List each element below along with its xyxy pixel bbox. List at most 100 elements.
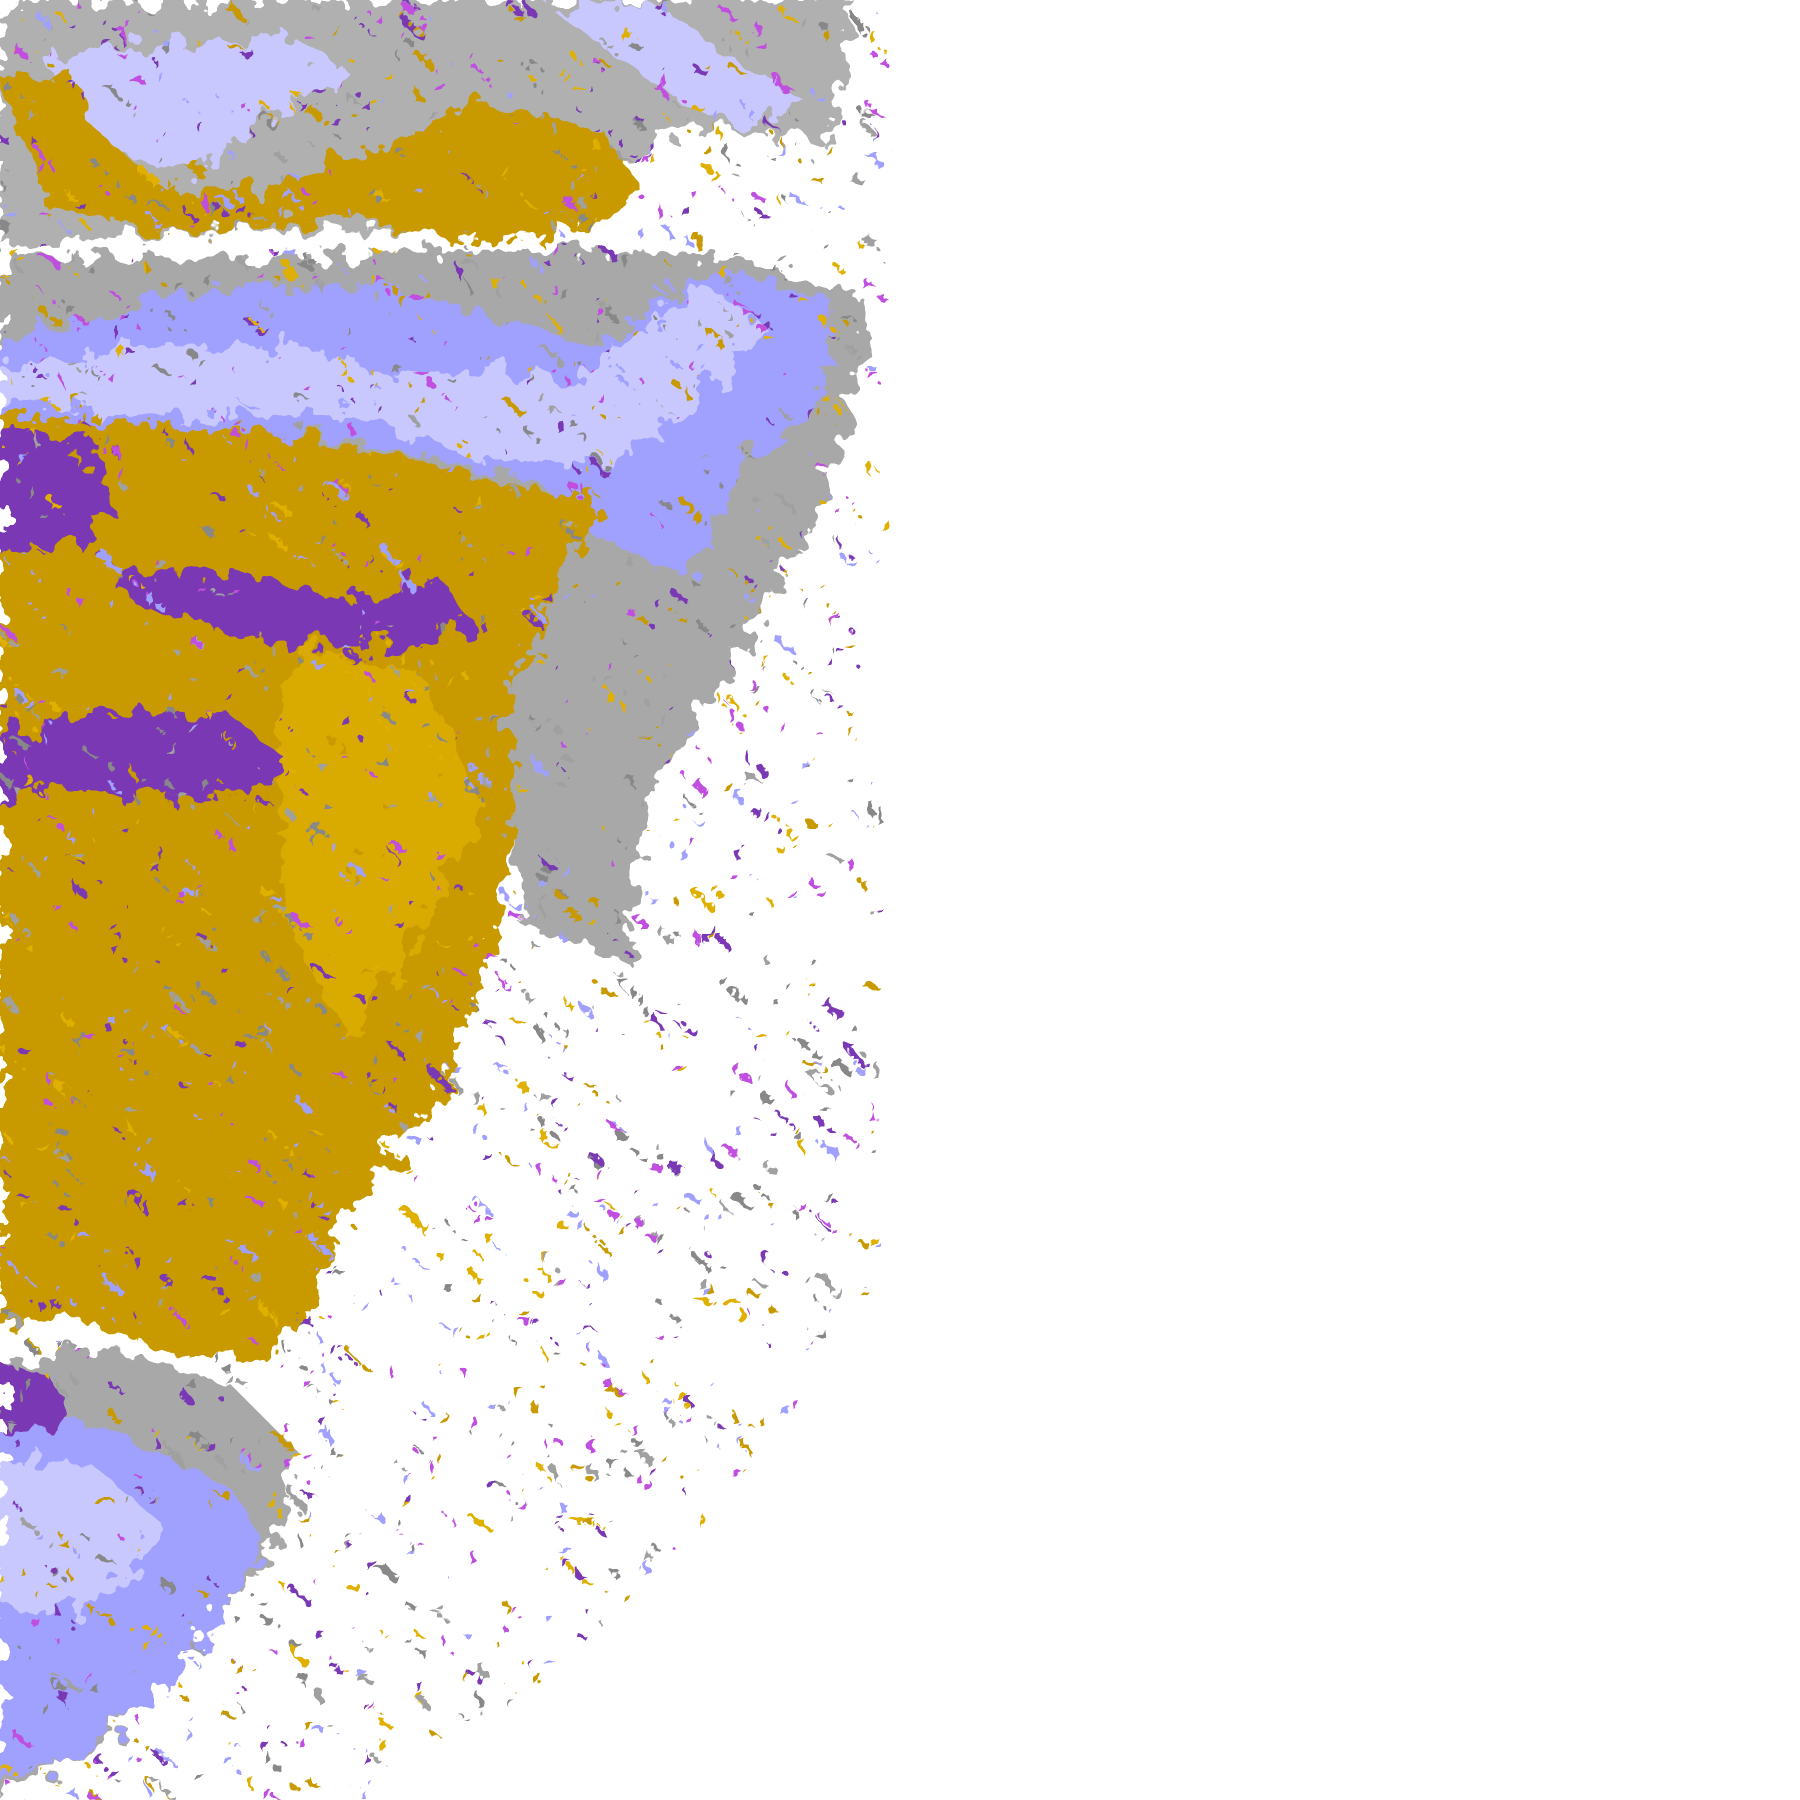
speckle-pixel: [540, 1562, 544, 1566]
speckle-pixel: [384, 72, 392, 79]
speckle-pixel: [731, 475, 736, 479]
speckle-pixel: [809, 1340, 813, 1344]
speckle-pixel: [266, 1619, 275, 1629]
speckle-pixel: [673, 268, 676, 271]
speckle-pixel: [248, 1456, 255, 1462]
speckle-pixel: [358, 625, 362, 629]
speckle-pixel: [870, 49, 878, 57]
speckle-pixel: [803, 152, 807, 155]
speckle-pixel: [483, 949, 492, 958]
speckle-pixel: [809, 1062, 818, 1071]
speckle-pixel: [812, 1284, 819, 1291]
speckle-pixel: [224, 739, 228, 743]
speckle-pixel: [127, 1499, 134, 1506]
speckle-pixel: [740, 587, 747, 595]
speckle-pixel: [612, 1386, 621, 1395]
speckle-pixel: [78, 642, 83, 647]
purple-region-west: [0, 426, 116, 554]
speckle-pixel: [875, 133, 882, 140]
speckle-pixel: [760, 663, 766, 668]
speckle-pixel: [596, 410, 601, 415]
speckle-pixel: [380, 390, 386, 396]
speckle-pixel: [304, 1381, 312, 1389]
speckle-pixel: [343, 363, 347, 368]
speckle-pixel: [799, 1320, 803, 1324]
speckle-pixel: [267, 1312, 275, 1321]
speckle-pixel: [208, 1198, 216, 1206]
speckle-pixel: [300, 1542, 308, 1549]
speckle-pixel: [491, 1483, 499, 1492]
speckle-pixel: [806, 764, 812, 770]
speckle-pixel: [349, 674, 355, 680]
speckle-pixel: [661, 1011, 667, 1017]
speckle-pixel: [675, 1481, 680, 1486]
speckle-pixel: [809, 412, 819, 421]
speckle-pixel: [51, 703, 59, 711]
speckle-pixel: [476, 1252, 481, 1257]
speckle-pixel: [664, 81, 673, 90]
speckle-pixel: [675, 381, 684, 390]
speckle-pixel: [462, 243, 466, 247]
speckle-pixel: [59, 1130, 69, 1140]
speckle-pixel: [388, 606, 392, 609]
speckle-pixel: [122, 95, 127, 100]
speckle-pixel: [474, 1295, 483, 1304]
speckle-pixel: [741, 36, 746, 42]
speckle-pixel: [417, 124, 422, 128]
speckle-pixel: [465, 1426, 469, 1430]
speckle-pixel: [266, 1794, 276, 1800]
speckle-pixel: [436, 1440, 442, 1445]
purple-region-central: [115, 565, 474, 647]
speckle-pixel: [96, 1263, 99, 1266]
speckle-pixel: [842, 208, 847, 213]
speckle-pixel: [760, 536, 766, 542]
speckle-pixel: [425, 281, 430, 286]
speckle-pixel: [727, 1410, 735, 1419]
speckle-pixel: [560, 194, 570, 204]
speckle-pixel: [520, 127, 524, 131]
speckle-pixel: [736, 705, 743, 712]
speckle-pixel: [123, 1540, 128, 1545]
speckle-pixel: [177, 881, 187, 890]
speckle-pixel: [620, 1127, 624, 1131]
speckle-pixel: [249, 1194, 259, 1204]
speckle-pixel: [238, 1380, 247, 1388]
speckle-pixel: [63, 1567, 71, 1575]
speckle-pixel: [600, 396, 607, 404]
speckle-pixel: [826, 1223, 831, 1228]
speckle-pixel: [699, 58, 705, 64]
speckle-pixel: [476, 1332, 484, 1340]
speckle-pixel: [142, 807, 150, 816]
speckle-pixel: [509, 1702, 516, 1709]
speckle-pixel: [57, 911, 61, 914]
speckle-pixel: [199, 126, 207, 134]
speckle-pixel: [570, 359, 574, 363]
speckle-pixel: [738, 575, 743, 581]
speckle-pixel: [455, 268, 465, 277]
speckle-pixel: [424, 1703, 433, 1712]
speckle-pixel: [211, 926, 217, 931]
speckle-pixel: [727, 1302, 736, 1311]
speckle-pixel: [135, 1319, 139, 1323]
speckle-pixel: [444, 1283, 453, 1292]
speckle-pixel: [450, 1579, 453, 1582]
speckle-pixel: [72, 83, 77, 89]
speckle-pixel: [234, 192, 241, 199]
speckle-pixel: [7, 562, 11, 566]
speckle-pixel: [0, 222, 11, 232]
speckle-pixel: [773, 563, 776, 566]
speckle-pixel: [709, 387, 713, 391]
speckle-pixel: [612, 915, 620, 923]
speckle-pixel: [206, 1125, 211, 1130]
speckle-pixel: [31, 116, 39, 124]
speckle-pixel: [251, 132, 256, 138]
speckle-pixel: [768, 661, 775, 668]
speckle-pixel: [386, 800, 394, 808]
speckle-pixel: [180, 1612, 185, 1617]
speckle-pixel: [744, 847, 748, 852]
speckle-pixel: [287, 250, 298, 260]
speckle-pixel: [248, 1293, 256, 1301]
speckle-pixel: [396, 921, 404, 929]
speckle-pixel: [757, 314, 763, 321]
speckle-pixel: [155, 139, 159, 142]
